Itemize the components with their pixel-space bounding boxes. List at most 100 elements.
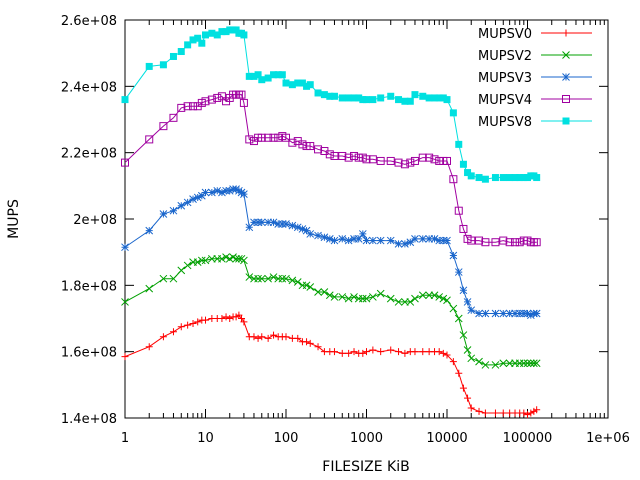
data-point [194, 318, 202, 326]
data-point [449, 304, 458, 313]
data-point [464, 394, 472, 402]
data-point [362, 236, 371, 245]
data-point [419, 92, 427, 100]
data-point [418, 153, 427, 162]
data-point [245, 135, 254, 144]
series-mupsv8 [121, 26, 541, 183]
data-point [264, 218, 272, 227]
data-point [201, 188, 210, 197]
data-point [314, 343, 322, 351]
data-point [269, 218, 278, 227]
data-point [515, 238, 524, 247]
data-point [198, 39, 206, 47]
data-point [169, 274, 178, 283]
data-point [264, 274, 272, 283]
data-point [240, 318, 248, 326]
x-tick-label: 100000 [503, 431, 553, 446]
data-point [401, 97, 409, 105]
data-point [481, 409, 489, 417]
series-line [124, 256, 537, 366]
data-point [145, 135, 154, 144]
data-point [274, 220, 283, 228]
data-point [250, 218, 258, 227]
data-point [320, 91, 328, 99]
data-point [505, 238, 514, 247]
data-point [425, 235, 433, 243]
data-point [394, 298, 403, 306]
data-point [369, 236, 377, 245]
data-point [526, 359, 535, 368]
y-tick-label: 1.8e+08 [61, 279, 117, 294]
data-point [401, 240, 409, 248]
data-point [439, 236, 448, 245]
data-point [282, 333, 290, 341]
data-point [159, 333, 167, 341]
data-point [338, 349, 346, 357]
data-point [121, 243, 129, 252]
data-point [218, 254, 226, 263]
data-point [350, 151, 359, 160]
data-point [282, 133, 290, 142]
data-point [430, 291, 439, 300]
data-point [222, 313, 230, 321]
data-point [516, 174, 524, 182]
data-point [232, 254, 240, 263]
data-point [358, 230, 367, 238]
data-point [264, 334, 272, 342]
data-point [350, 94, 358, 102]
data-point [386, 236, 395, 245]
data-point [330, 348, 338, 356]
data-point [225, 186, 234, 195]
data-point [410, 156, 419, 165]
data-point [257, 274, 266, 283]
data-point [293, 223, 302, 232]
data-point [435, 293, 444, 301]
data-point [443, 156, 451, 165]
data-point [189, 195, 197, 203]
data-point [145, 226, 154, 235]
data-point [506, 174, 514, 182]
x-tick-label: 1 [121, 431, 129, 446]
data-point [245, 273, 254, 281]
data-point [237, 188, 246, 197]
data-point [121, 158, 129, 167]
data-point [235, 254, 243, 263]
data-point [533, 406, 541, 414]
data-point [533, 174, 541, 182]
data-point [406, 97, 414, 105]
data-point [443, 296, 451, 305]
data-point [306, 283, 315, 291]
data-point [395, 348, 403, 356]
data-point [523, 309, 532, 318]
data-point [562, 29, 570, 37]
data-point [350, 348, 358, 356]
data-point [425, 153, 434, 162]
data-point [443, 236, 451, 245]
data-point [463, 346, 472, 354]
data-point [345, 349, 353, 357]
data-point [499, 409, 507, 417]
data-point [354, 235, 363, 243]
x-tick-label: 1000 [350, 431, 383, 446]
data-point [454, 268, 463, 276]
data-point [338, 94, 346, 102]
data-point [459, 331, 468, 339]
data-point [481, 175, 489, 183]
data-point [439, 349, 447, 357]
data-point [218, 315, 226, 322]
data-point [481, 238, 490, 247]
data-point [369, 346, 377, 354]
data-point [306, 81, 314, 89]
data-point [274, 71, 282, 79]
data-point [395, 96, 403, 104]
data-point [330, 151, 339, 160]
data-point [159, 122, 168, 131]
data-point [293, 278, 302, 286]
data-point [282, 79, 290, 87]
data-point [213, 93, 222, 102]
data-point [250, 333, 258, 341]
data-point [189, 102, 198, 111]
data-point [363, 348, 370, 356]
data-point [406, 158, 415, 167]
